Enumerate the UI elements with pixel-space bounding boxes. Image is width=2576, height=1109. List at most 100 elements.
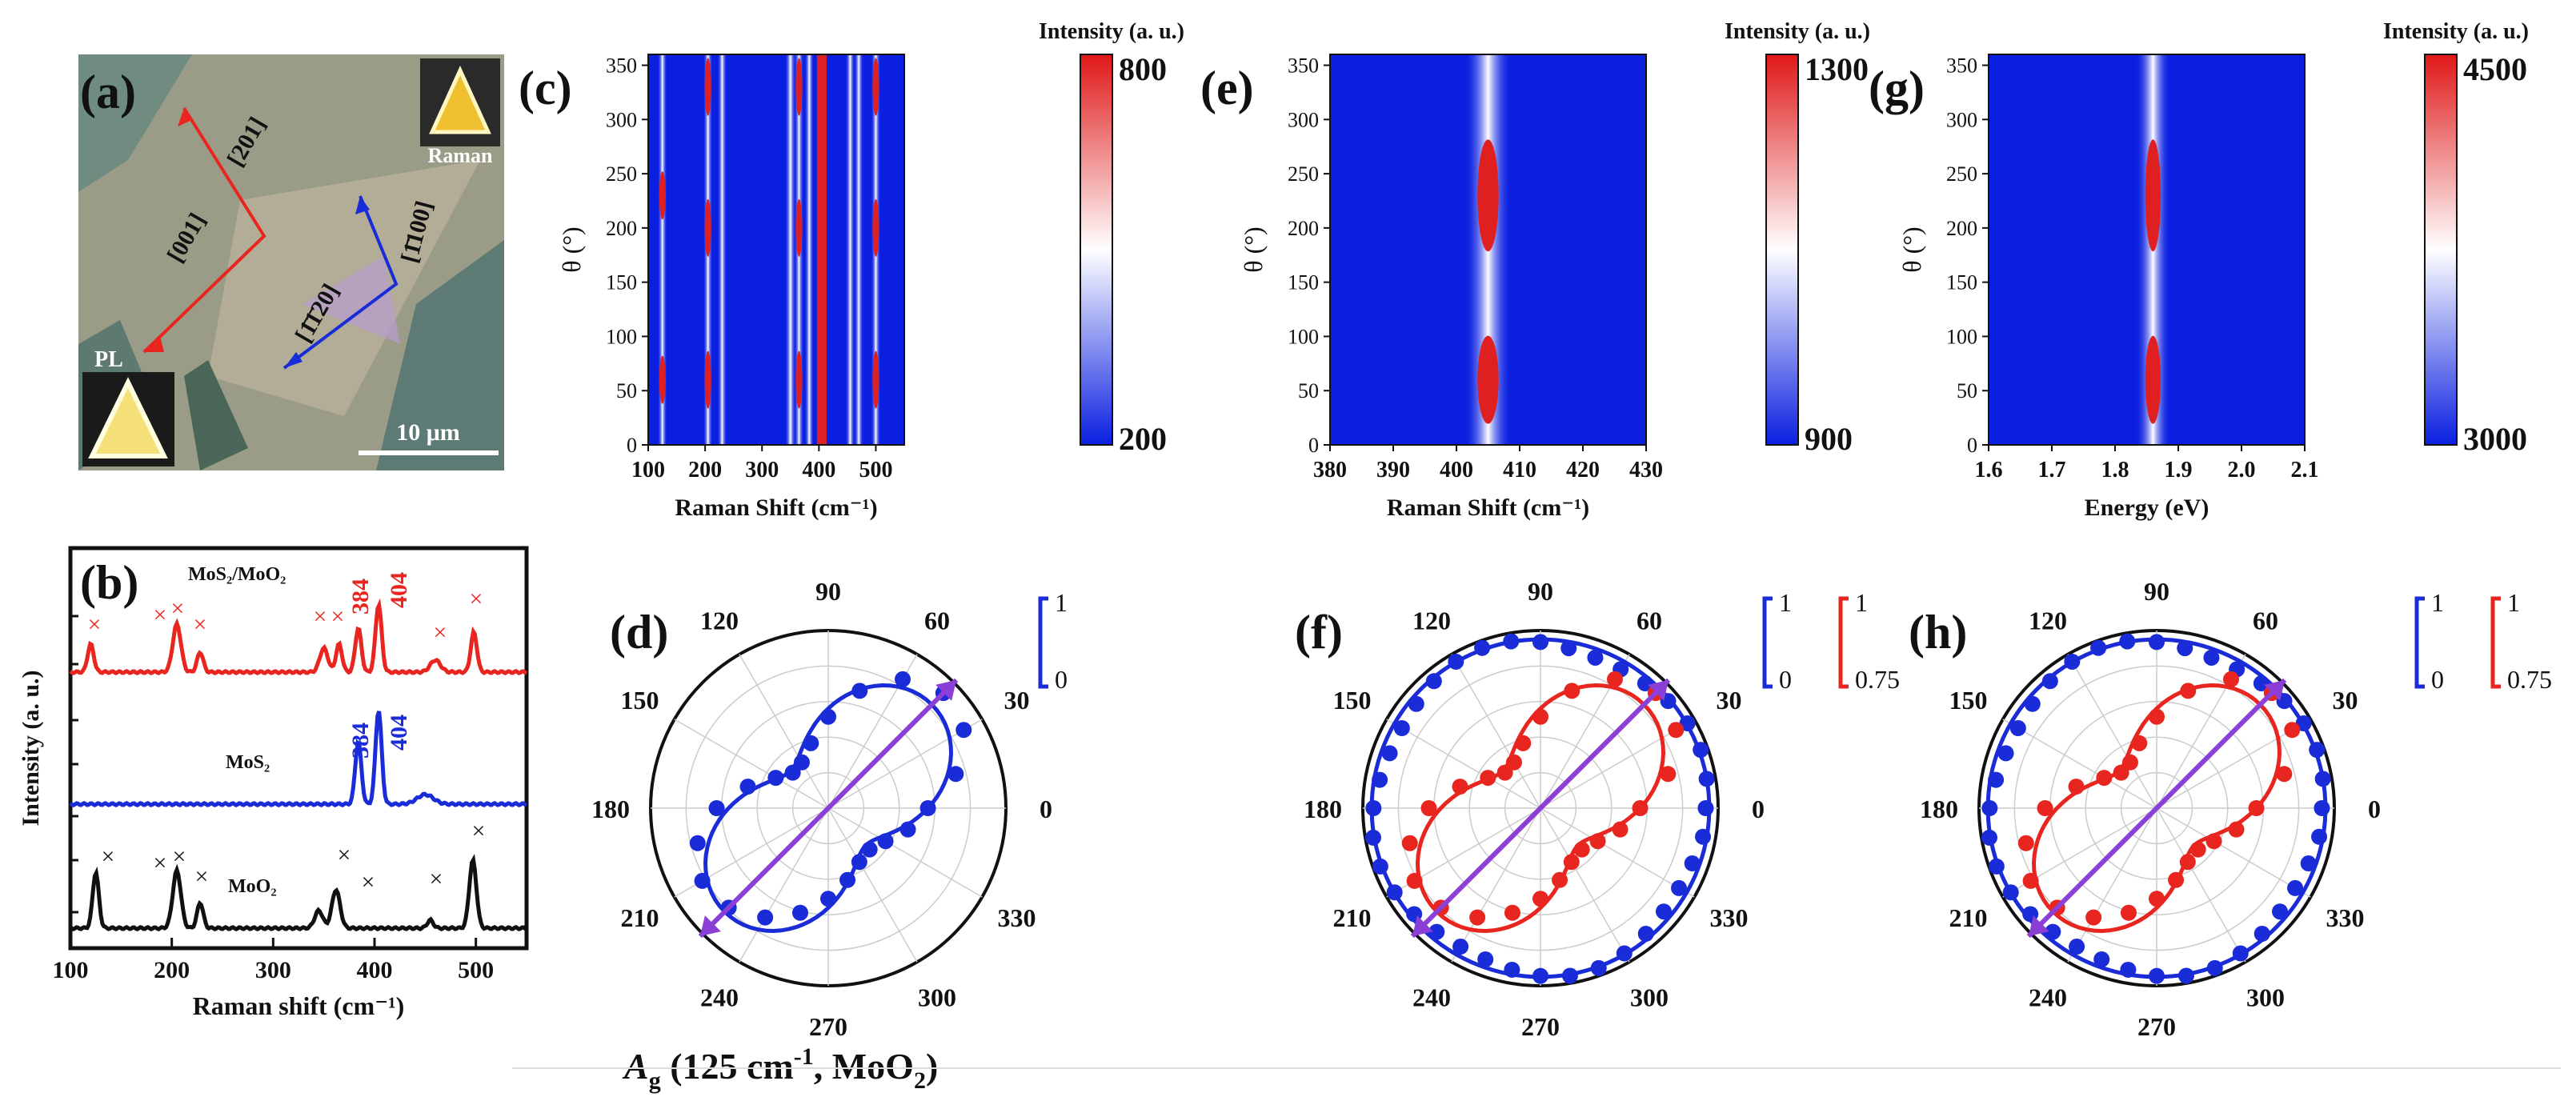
polar-point-blue [791, 904, 808, 921]
polar-point-red [1532, 891, 1548, 907]
polar-point-blue [1452, 939, 1469, 955]
polar-point-blue [1365, 800, 1382, 816]
polar-point-red [2168, 871, 2185, 888]
trace-moo2 [69, 854, 527, 932]
heatmap-band [717, 54, 727, 445]
panel-d: 0 30 60 90 120 150 180 210 240 270 300 330 1 0 [591, 577, 1068, 1041]
raman-inset-label: Raman [428, 144, 493, 167]
polar-point-red [2149, 891, 2165, 907]
polar-angle-label: 30 [1717, 686, 1742, 715]
polar-point-blue [2177, 640, 2193, 657]
y-tick-label: 250 [606, 162, 637, 186]
polar-point-blue [1616, 945, 1633, 962]
heatmap-ylabel: θ (°) [1239, 226, 1268, 272]
polar-point-red [2180, 683, 2197, 699]
polar-angle-label: 150 [1949, 686, 1987, 715]
polar-point-blue [1532, 634, 1548, 651]
polar-point-blue [1503, 633, 1520, 650]
peak-markers: × × ×× × ×××× × ×× ×××× [88, 586, 486, 895]
polarization-arrowhead [1648, 679, 1669, 701]
polar-point-red [1496, 764, 1513, 781]
polar-grid-spoke [827, 807, 918, 963]
heatmap-xlabel: Raman Shift (cm⁻¹) [675, 494, 877, 521]
polar-grid-spoke [739, 807, 829, 963]
polar-point-blue [694, 872, 711, 889]
trace-label-moo2: MoO₂ [228, 876, 277, 897]
trace-label-mos2-moo2: MoS₂/MoO₂ [188, 564, 286, 585]
polar-point-blue [1408, 695, 1424, 712]
peak-marker-black: × [338, 842, 351, 868]
polar-point-blue [1474, 639, 1491, 656]
peak-label-384-blue: 384 [347, 723, 374, 759]
polar-point-blue [2300, 855, 2317, 872]
polar-point-blue [820, 891, 836, 907]
y-tick-label: 150 [1946, 271, 1977, 294]
scale-bar-top-label: 1 [2431, 588, 2444, 617]
polar-point-blue [2090, 639, 2107, 656]
x-tick-label: 300 [255, 957, 291, 983]
polar-point-blue [1561, 967, 1578, 984]
trace-mos2-mo2 [69, 598, 527, 675]
arrowhead [355, 196, 370, 214]
polar-point-blue [2309, 742, 2326, 759]
polar-point-red [2276, 766, 2293, 783]
polar-angle-label: 240 [700, 983, 739, 1012]
polarization-arrow [1410, 678, 1671, 939]
heatmap-band [854, 54, 864, 445]
y-tick-label: 200 [1946, 217, 1977, 240]
heatmap-hotspot [872, 198, 879, 257]
polar-point-blue [1684, 855, 1701, 872]
polar-point-red [2248, 800, 2265, 816]
polar-angle-label: 330 [1710, 903, 1749, 932]
peak-marker-black: × [195, 863, 209, 890]
polar-point-blue [1997, 745, 2014, 762]
scale-bar-red [2490, 596, 2501, 689]
panel-e: 0 50 100 150 200 250 300 350 380 390 400 410 420 430 R… [1239, 19, 1870, 521]
x-tick-label: 100 [53, 957, 89, 983]
panel-label-g: (g) [1869, 62, 1925, 114]
polar-angle-label: 210 [1949, 903, 1987, 932]
polar-grid-spoke [1451, 654, 1541, 809]
polar-angle-label: 0 [1040, 795, 1052, 823]
y-tick-label: 250 [1946, 162, 1977, 186]
x-tick-label: 2.0 [2228, 458, 2256, 482]
polar-point-red [1612, 821, 1629, 838]
x-tick-label: 420 [1566, 458, 1600, 482]
panel-label-e: (e) [1200, 62, 1254, 114]
colorbar-max-label: 4500 [2463, 51, 2527, 87]
polar-point-blue [767, 770, 784, 787]
polar-point-blue [2149, 967, 2165, 984]
spectra-xlabel: Raman shift (cm⁻¹) [193, 991, 405, 1020]
panel-a: Raman PL [201] [001] [1̄100] [1̄1̄20] 10… [78, 54, 504, 470]
polar-point-blue [1393, 720, 1410, 737]
raman-inset-triangle [429, 65, 491, 134]
polar-point-blue [947, 766, 964, 783]
polar-point-blue [2272, 903, 2289, 920]
x-tick-label: 200 [688, 458, 722, 482]
polar-point-blue [839, 871, 856, 888]
peak-marker-red: × [194, 611, 207, 638]
polar-point-blue [1671, 879, 1688, 896]
polar-grid-spoke [739, 654, 829, 809]
y-tick-label: 300 [1288, 108, 1319, 131]
blue-direction-path [282, 195, 399, 370]
x-tick-label: 410 [1503, 458, 1536, 482]
polar-point-blue [2041, 673, 2058, 690]
heatmap-hotspot [795, 350, 803, 409]
polar-point-red [1573, 841, 1590, 858]
polar-point-blue [1504, 961, 1520, 978]
panel-g: 0 50 100 150 200 250 300 350 1.6 1.7 1.8 1.9 2.0 2.1 E… [1897, 19, 2529, 521]
polar-point-red [1401, 835, 1418, 851]
colorbar-min-label: 200 [1119, 421, 1167, 457]
polar-point-red [1515, 735, 1532, 751]
pl-inset-label: PL [94, 347, 123, 372]
polar-point-blue [689, 835, 706, 851]
polar-point-red [1552, 871, 1568, 888]
y-tick-label: 100 [606, 325, 637, 348]
polar-angle-label: 120 [700, 606, 739, 635]
polar-angle-label: 90 [2144, 577, 2169, 606]
heatmap-ylabel: θ (°) [1897, 226, 1926, 272]
polar-angle-label: 300 [1630, 983, 1669, 1012]
heatmap-frame [647, 54, 905, 446]
polar-point-blue [2314, 771, 2331, 787]
